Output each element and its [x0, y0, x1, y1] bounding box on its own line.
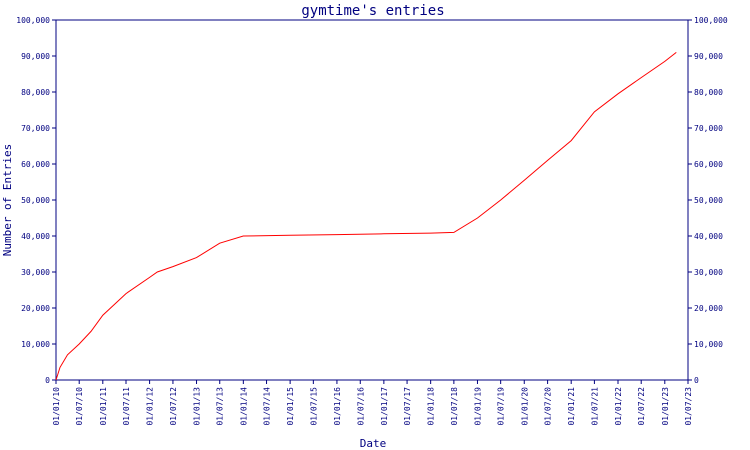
y-tick-label-left: 60,000 — [21, 160, 50, 169]
x-tick-label: 01/01/11 — [99, 387, 108, 426]
x-tick-label: 01/07/20 — [544, 387, 553, 426]
y-tick-label-left: 10,000 — [21, 340, 50, 349]
x-tick-label: 01/07/11 — [122, 387, 131, 426]
x-tick-label: 01/01/18 — [427, 387, 436, 426]
x-tick-label: 01/07/13 — [216, 387, 225, 426]
y-tick-label-left: 40,000 — [21, 232, 50, 241]
series-line — [55, 52, 677, 381]
y-tick-label-left: 70,000 — [21, 124, 50, 133]
x-tick-label: 01/01/19 — [473, 387, 482, 426]
x-tick-label: 01/07/17 — [403, 387, 412, 426]
x-tick-label: 01/01/16 — [333, 387, 342, 426]
x-tick-label: 01/01/23 — [661, 387, 670, 426]
y-tick-label-left: 90,000 — [21, 52, 50, 61]
y-tick-label-right: 90,000 — [694, 52, 723, 61]
y-tick-label-right: 30,000 — [694, 268, 723, 277]
y-tick-label-left: 20,000 — [21, 304, 50, 313]
x-tick-label: 01/01/13 — [193, 387, 202, 426]
x-tick-label: 01/07/18 — [450, 387, 459, 426]
x-tick-label: 01/07/10 — [75, 387, 84, 426]
y-tick-label-left: 50,000 — [21, 196, 50, 205]
x-tick-label: 01/07/15 — [309, 387, 318, 426]
x-axis-label: Date — [360, 437, 387, 450]
y-tick-label-left: 0 — [45, 376, 50, 385]
x-tick-label: 01/01/22 — [614, 387, 623, 426]
x-tick-label: 01/01/14 — [239, 387, 248, 426]
x-tick-label: 01/07/16 — [356, 387, 365, 426]
y-tick-label-right: 0 — [694, 376, 699, 385]
x-tick-label: 01/01/21 — [567, 387, 576, 426]
y-tick-label-right: 10,000 — [694, 340, 723, 349]
x-tick-label: 01/01/10 — [52, 387, 61, 426]
x-tick-label: 01/07/21 — [590, 387, 599, 426]
y-axis-left: 0 10,000 20,000 30,000 40,000 50,000 60,000 70,… — [16, 16, 56, 385]
y-tick-label-right: 100,000 — [694, 16, 728, 25]
y-tick-label-right: 40,000 — [694, 232, 723, 241]
x-tick-label: 01/07/23 — [684, 387, 693, 426]
series-group — [55, 52, 677, 381]
plot-frame — [55, 19, 689, 381]
x-tick-label: 01/07/22 — [637, 387, 646, 426]
x-tick-label: 01/07/19 — [497, 387, 506, 426]
y-tick-label-right: 50,000 — [694, 196, 723, 205]
x-tick-label: 01/01/20 — [520, 387, 529, 426]
y-tick-label-right: 80,000 — [694, 88, 723, 97]
x-tick-label: 01/07/14 — [263, 387, 272, 426]
chart-title: gymtime's entries — [301, 3, 444, 19]
y-tick-label-left: 30,000 — [21, 268, 50, 277]
x-tick-label: 01/01/12 — [146, 387, 155, 426]
y-tick-label-right: 60,000 — [694, 160, 723, 169]
x-tick-label: 01/01/15 — [286, 387, 295, 426]
x-tick-label: 01/01/17 — [380, 387, 389, 426]
y-tick-label-right: 70,000 — [694, 124, 723, 133]
y-axis-label: Number of Entries — [1, 144, 14, 257]
y-tick-label-right: 20,000 — [694, 304, 723, 313]
x-tick-label: 01/07/12 — [169, 387, 178, 426]
y-axis-right: 0 10,000 20,000 30,000 40,000 50,000 60,000 70,… — [688, 16, 728, 385]
x-axis: 01/01/10 01/07/10 01/01/11 01/07/11 01/01/12… — [52, 380, 693, 426]
y-tick-label-left: 100,000 — [16, 16, 50, 25]
y-tick-label-left: 80,000 — [21, 88, 50, 97]
